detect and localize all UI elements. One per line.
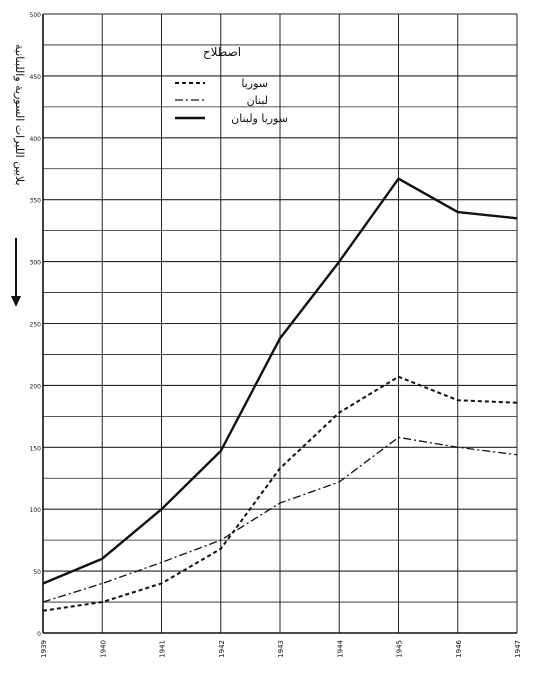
data-point — [516, 454, 518, 456]
y-tick-label: 500 — [30, 12, 42, 19]
y-tick-labels: 0 50 100 150 200 250 300 350 400 450 500 — [30, 12, 42, 638]
grid-lines — [42, 13, 518, 634]
x-tick-labels: 1939 1940 1941 1942 1943 1944 1945 1946 1947 — [40, 639, 522, 657]
y-tick-label: 350 — [30, 198, 42, 205]
data-point — [338, 261, 340, 263]
data-point — [160, 582, 163, 585]
y-tick-label: 450 — [30, 74, 42, 81]
data-point — [516, 402, 518, 404]
y-tick-label: 0 — [37, 631, 41, 638]
x-tick-label: 1944 — [336, 639, 344, 657]
x-tick-label: 1940 — [99, 640, 107, 658]
data-point — [101, 582, 103, 585]
data-point — [220, 539, 222, 541]
data-point — [279, 502, 281, 504]
series-lines — [42, 177, 518, 612]
data-point — [101, 558, 103, 560]
y-axis-label: بلايين الليرات السورية واللبنانية — [6, 10, 26, 307]
data-point — [338, 412, 340, 414]
x-tick-label: 1945 — [396, 640, 404, 658]
x-tick-label: 1942 — [218, 640, 226, 658]
x-tick-label: 1941 — [159, 640, 167, 658]
legend: اصطلاح سوريا لبنان سوريا ولبنان — [175, 45, 288, 125]
legend-label-lebanon: لبنان — [247, 94, 268, 107]
arrow-down-icon — [11, 238, 21, 307]
y-tick-label: 250 — [30, 322, 42, 329]
data-point — [397, 436, 400, 438]
y-tick-label: 150 — [30, 445, 42, 452]
data-point — [160, 561, 163, 564]
y-tick-label: 50 — [33, 569, 41, 576]
data-point — [457, 399, 459, 401]
data-point — [397, 376, 400, 378]
data-point — [516, 217, 518, 219]
legend-title: اصطلاح — [203, 45, 241, 59]
data-point — [397, 178, 400, 180]
x-tick-label: 1943 — [277, 640, 285, 658]
data-point — [101, 601, 103, 603]
x-tick-label: 1946 — [455, 639, 463, 657]
data-point — [220, 450, 222, 452]
data-point — [279, 467, 281, 469]
data-point — [160, 508, 163, 510]
data-point — [457, 211, 459, 213]
y-tick-label: 300 — [30, 260, 42, 267]
y-tick-label: 100 — [30, 507, 42, 514]
y-tick-label: 400 — [30, 136, 42, 143]
x-tick-label: 1939 — [40, 640, 48, 658]
data-point — [457, 446, 459, 448]
legend-label-syria: سوريا — [241, 77, 268, 90]
data-point — [220, 548, 222, 550]
y-axis-label-text: بلايين الليرات السورية واللبنانية — [13, 44, 26, 186]
legend-label-total: سوريا ولبنان — [231, 112, 288, 125]
x-tick-label: 1947 — [514, 640, 522, 658]
data-point — [279, 337, 281, 339]
data-point — [338, 481, 340, 483]
y-tick-label: 200 — [30, 383, 42, 390]
